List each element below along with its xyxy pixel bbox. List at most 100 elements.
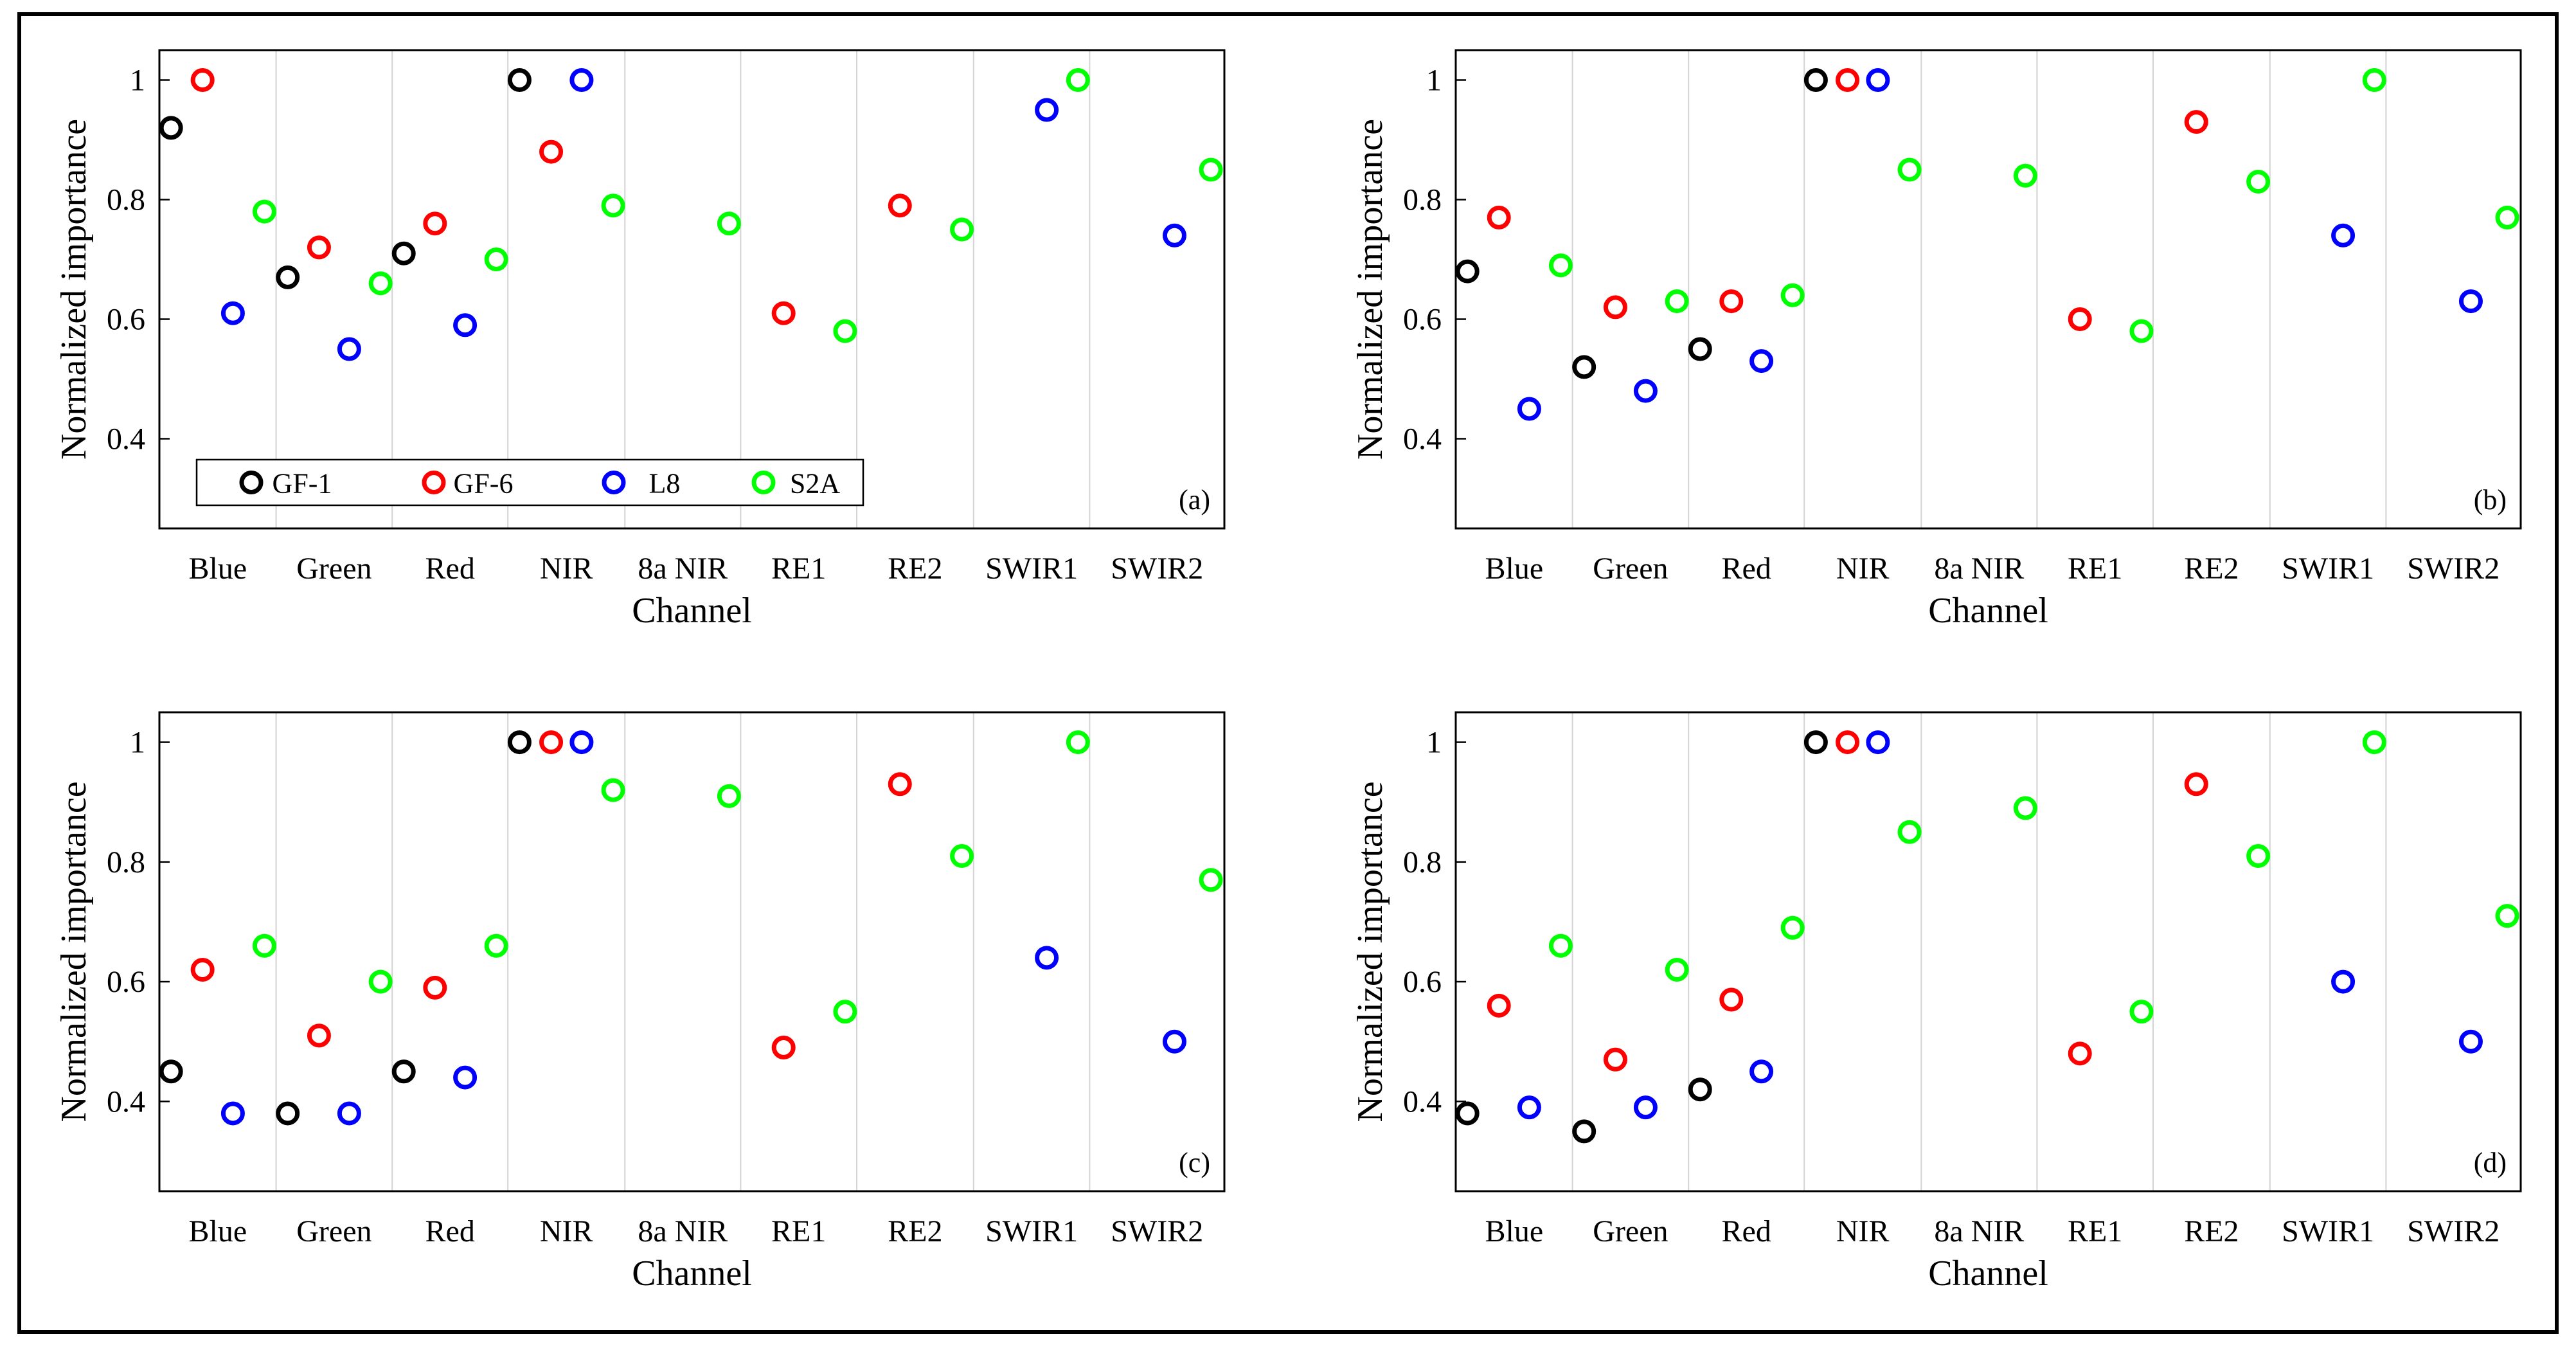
panel-a-point-s2a <box>601 194 625 218</box>
panel-b-point-l8 <box>1517 397 1541 421</box>
panel-c-point-s2a <box>368 969 393 994</box>
panel-a-point-s2a <box>368 271 393 296</box>
panel-d-xtick-label: Blue <box>1485 1214 1543 1248</box>
panel-b-xtick-label: RE2 <box>2184 552 2239 586</box>
panel-c-tag: (c) <box>1179 1147 1210 1178</box>
panel-b-point-s2a <box>1665 289 1689 314</box>
panel-d-point-l8 <box>1749 1059 1774 1084</box>
panel-c-xtick-label: SWIR2 <box>1111 1214 1203 1248</box>
panel-a-ytick-label: 1 <box>130 64 145 98</box>
panel-a-legend-marker-s2a <box>751 471 776 494</box>
panel-a-point-gf6 <box>307 235 331 260</box>
panel-c-point-l8 <box>1035 946 1059 970</box>
panel-d-point-gf6 <box>1836 730 1860 755</box>
panel-a-point-gf1 <box>507 68 532 92</box>
panel-d-point-s2a <box>2129 1000 2154 1024</box>
panel-d-point-gf1 <box>1455 1101 1480 1126</box>
panel-a-xtick-label: 8a NIR <box>638 552 728 586</box>
panel-a-ylabel: Normalized importance <box>54 119 94 460</box>
panel-c-xtick-label: 8a NIR <box>638 1214 728 1248</box>
panel-d-point-s2a <box>1780 915 1805 940</box>
panel-a-xtick-label: RE2 <box>888 552 942 586</box>
panel-b-xtick-label: SWIR2 <box>2407 552 2500 586</box>
panel-c-point-gf6 <box>888 772 912 797</box>
panel-b-xtick-label: Green <box>1593 552 1668 586</box>
panel-b-ytick-label: 0.8 <box>1403 183 1442 217</box>
panel-c-ytick-label: 1 <box>130 726 145 760</box>
panel-c-point-s2a <box>601 778 625 802</box>
panel-b-point-l8 <box>1866 68 1890 92</box>
panel-a-point-l8 <box>569 68 594 92</box>
panel-d-point-s2a <box>2495 904 2519 928</box>
panel-a-xtick-label: SWIR2 <box>1111 552 1203 586</box>
panel-d-tag: (d) <box>2474 1147 2507 1178</box>
panel-b-ytick-label: 0.4 <box>1403 422 1442 456</box>
panel-c-point-gf1 <box>507 730 532 755</box>
panel-c-ylabel: Normalized importance <box>54 781 94 1122</box>
panel-b-xtick-label: 8a NIR <box>1934 552 2024 586</box>
panel-b-point-s2a <box>2129 319 2154 343</box>
panel-b-point-gf1 <box>1455 259 1480 284</box>
panel-c-point-gf1 <box>159 1059 183 1084</box>
panel-d-point-gf6 <box>2068 1041 2092 1066</box>
panel-b-point-gf6 <box>1487 205 1511 230</box>
panel-a-legend-label-l8: L8 <box>649 468 681 500</box>
panel-d-point-l8 <box>1633 1095 1658 1120</box>
panel-b-point-s2a <box>2013 163 2037 188</box>
panel-d-point-gf6 <box>1603 1047 1627 1072</box>
panel-b-point-s2a <box>1780 283 1805 307</box>
panel-b-ylabel: Normalized importance <box>1350 119 1390 460</box>
panel-c-point-l8 <box>569 730 594 755</box>
panel-a-ytick-label: 0.8 <box>107 183 145 217</box>
panel-d-point-s2a <box>2362 730 2386 755</box>
panel-b-point-gf6 <box>1836 68 1860 92</box>
panel-c-xtick-label: NIR <box>540 1214 593 1248</box>
panel-c-xlabel: Channel <box>632 1254 752 1293</box>
panel-a-point-l8 <box>337 337 361 361</box>
panel-d-ytick-label: 0.8 <box>1403 845 1442 879</box>
panel-b-point-l8 <box>1749 349 1774 374</box>
panel-d-axes-box <box>1454 711 2522 1192</box>
panel-a-point-s2a <box>1199 158 1223 182</box>
panel-a-point-gf6 <box>423 212 447 236</box>
panel-d-ytick-label: 0.4 <box>1403 1084 1442 1119</box>
panel-a-point-s2a <box>833 319 857 343</box>
panel-b-xtick-label: RE1 <box>2068 552 2122 586</box>
panel-a-ytick-label: 0.6 <box>107 303 145 337</box>
panel-d-xtick-label: Green <box>1593 1214 1668 1248</box>
panel-a-point-s2a <box>717 212 741 236</box>
panel-d-point-gf6 <box>1487 993 1511 1018</box>
panel-a-tag: (a) <box>1179 484 1210 516</box>
panel-c-point-s2a <box>717 784 741 808</box>
panel-b-point-l8 <box>2458 289 2483 314</box>
panel-c-xtick-label: Red <box>425 1214 475 1248</box>
panel-c-xtick-label: Green <box>296 1214 371 1248</box>
panel-b-point-gf6 <box>2068 307 2092 331</box>
panel-d-ytick-label: 0.6 <box>1403 965 1442 999</box>
panel-c-point-s2a <box>833 1000 857 1024</box>
panel-c-point-gf6 <box>771 1036 796 1059</box>
panel-d-point-gf6 <box>2184 772 2208 797</box>
panel-a-point-l8 <box>453 313 478 338</box>
panel-a-legend-marker-gf6 <box>422 471 446 494</box>
panel-b-point-s2a <box>1897 158 1922 182</box>
panel-a-point-gf6 <box>771 301 796 325</box>
panel-b-tag: (b) <box>2474 484 2507 516</box>
panel-a-point-gf1 <box>276 265 300 289</box>
panel-a-ytick-label: 0.4 <box>107 422 145 456</box>
panel-d-xtick-label: SWIR2 <box>2407 1214 2500 1248</box>
panel-c-ytick-label: 0.6 <box>107 965 145 999</box>
panel-c-point-l8 <box>1162 1029 1186 1054</box>
panel-b-point-gf6 <box>1719 289 1744 314</box>
panel-d-xtick-label: SWIR1 <box>2282 1214 2374 1248</box>
panel-a-xlabel: Channel <box>632 591 752 631</box>
panel-a-point-gf1 <box>391 241 416 266</box>
panel-d-point-s2a <box>1897 820 1922 844</box>
panel-b-axes-box <box>1454 49 2522 530</box>
panel-a-legend-label-s2a: S2A <box>790 468 840 500</box>
panel-b-point-gf6 <box>1603 295 1627 320</box>
panel-c-axes-box <box>158 711 1226 1192</box>
panel-a-point-s2a <box>252 199 276 224</box>
panel-d-point-gf1 <box>1572 1119 1597 1144</box>
